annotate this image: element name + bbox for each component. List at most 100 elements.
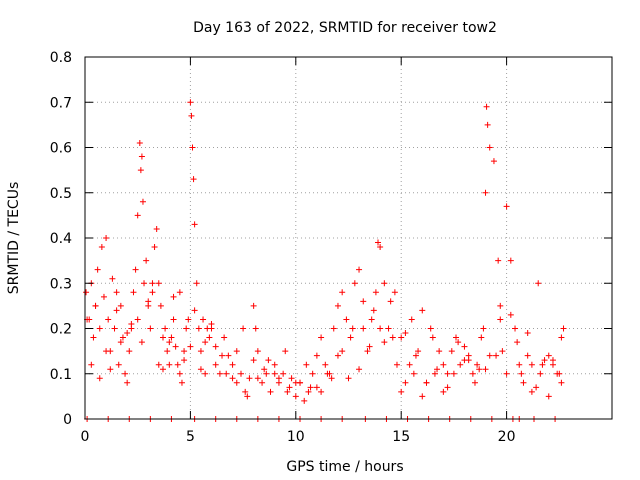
data-point: [124, 379, 131, 386]
data-point: [490, 158, 497, 165]
data-point: [461, 343, 468, 350]
data-point: [415, 348, 422, 355]
data-point: [499, 348, 506, 355]
data-point: [507, 311, 514, 318]
data-point: [356, 266, 363, 273]
data-point: [183, 325, 190, 332]
data-point: [455, 339, 462, 346]
data-point: [155, 280, 162, 287]
data-point: [474, 361, 481, 368]
data-point: [398, 388, 405, 395]
x-tick-label: 20: [498, 429, 516, 445]
data-point: [389, 334, 396, 341]
data-point: [482, 366, 489, 373]
data-point: [518, 370, 525, 377]
data-point: [372, 289, 379, 296]
data-point: [115, 361, 122, 368]
y-tick-label: 0.6: [50, 141, 72, 157]
data-point: [402, 379, 409, 386]
data-point: [212, 361, 219, 368]
data-point: [143, 257, 150, 264]
data-point: [267, 388, 274, 395]
data-point: [159, 334, 166, 341]
data-point: [206, 334, 213, 341]
data-point: [124, 330, 131, 337]
data-point: [520, 379, 527, 386]
data-point: [191, 307, 198, 314]
data-point: [313, 352, 320, 359]
data-point: [90, 334, 97, 341]
data-point: [318, 388, 325, 395]
data-point: [444, 370, 451, 377]
data-point: [347, 334, 354, 341]
data-point: [381, 339, 388, 346]
data-point: [549, 357, 556, 364]
data-point: [471, 379, 478, 386]
data-point: [111, 325, 118, 332]
data-point: [297, 379, 304, 386]
data-point: [360, 298, 367, 305]
data-point: [240, 325, 247, 332]
data-point: [96, 375, 103, 382]
data-point: [103, 348, 110, 355]
data-point: [412, 352, 419, 359]
data-point: [271, 361, 278, 368]
data-point: [324, 370, 331, 377]
data-point: [303, 361, 310, 368]
data-point: [202, 370, 209, 377]
data-point: [164, 348, 171, 355]
data-point: [263, 370, 270, 377]
data-point: [187, 343, 194, 350]
data-point: [512, 325, 519, 332]
data-point: [94, 266, 101, 273]
data-point: [145, 298, 152, 305]
data-point: [221, 334, 228, 341]
data-point: [301, 397, 308, 404]
data-point: [375, 239, 382, 246]
data-point: [105, 316, 112, 323]
data-point: [162, 325, 169, 332]
data-point: [170, 293, 177, 300]
data-point: [233, 348, 240, 355]
data-point: [113, 289, 120, 296]
data-point: [545, 352, 552, 359]
data-point: [434, 366, 441, 373]
data-point: [377, 244, 384, 251]
data-point: [560, 325, 567, 332]
data-point: [254, 375, 261, 382]
data-point: [476, 366, 483, 373]
axis-ticks: 0 0.1 0.2 0.3 0.4 0.5 0.6 0.7 0.8 0 5 10 15 20: [50, 50, 612, 445]
data-point: [423, 379, 430, 386]
data-point: [440, 361, 447, 368]
data-point: [450, 370, 457, 377]
data-points: [83, 99, 567, 422]
data-point: [202, 339, 209, 346]
data-point: [275, 375, 282, 382]
data-point: [493, 352, 500, 359]
data-point: [419, 307, 426, 314]
data-point: [109, 275, 116, 282]
data-point: [366, 343, 373, 350]
data-point: [528, 388, 535, 395]
data-point: [189, 144, 196, 151]
data-point: [185, 316, 192, 323]
data-point: [528, 361, 535, 368]
data-point: [237, 370, 244, 377]
data-point: [339, 348, 346, 355]
data-point: [558, 334, 565, 341]
data-point: [364, 348, 371, 355]
y-tick-label: 0.5: [50, 186, 72, 202]
data-point: [334, 352, 341, 359]
data-point: [166, 339, 173, 346]
data-point: [122, 370, 129, 377]
data-point: [92, 302, 99, 309]
data-point: [503, 203, 510, 210]
data-point: [497, 316, 504, 323]
data-point: [541, 357, 548, 364]
data-point: [261, 366, 268, 373]
data-point: [254, 348, 261, 355]
data-point: [174, 361, 181, 368]
data-point: [244, 393, 251, 400]
data-point: [96, 325, 103, 332]
x-tick-label: 5: [186, 429, 195, 445]
